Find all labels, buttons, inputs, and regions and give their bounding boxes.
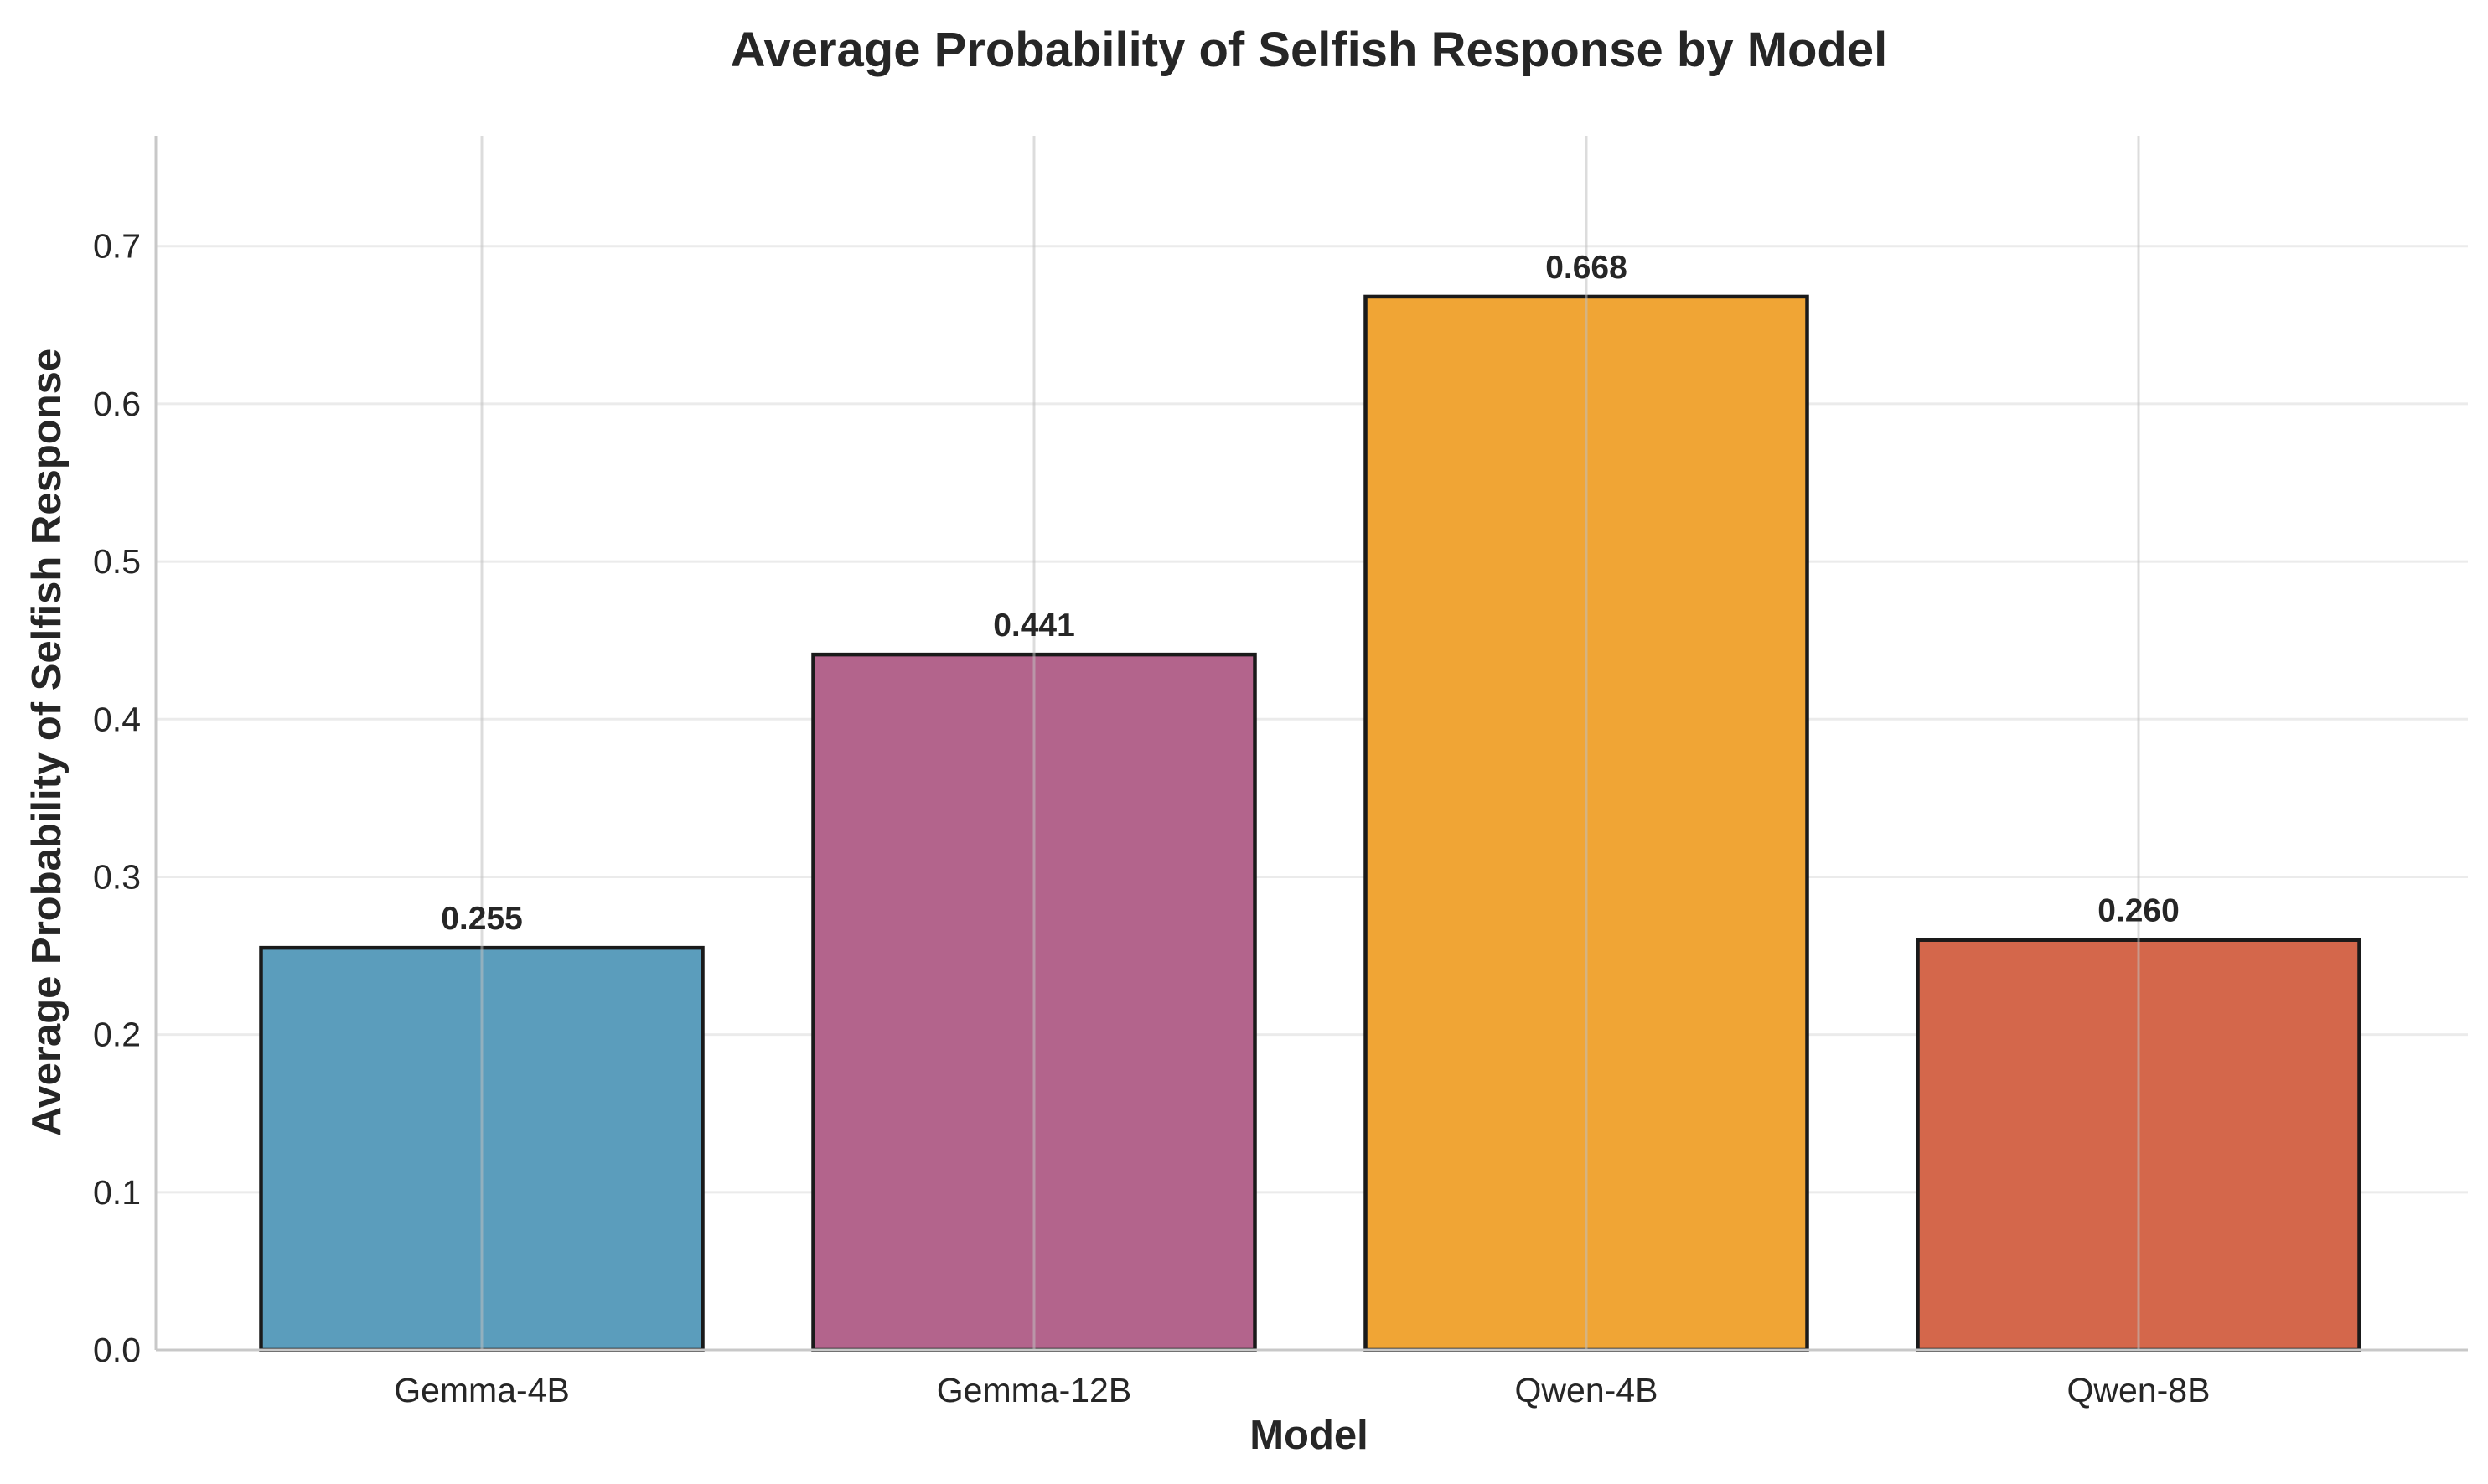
chart-title: Average Probability of Selfish Response …	[731, 23, 1888, 77]
vertical-gridlines	[480, 136, 2140, 1350]
y-tick-label: 0.1	[93, 1173, 141, 1212]
y-tick-label: 0.4	[93, 700, 141, 738]
bar-value-label: 0.668	[1545, 250, 1627, 286]
y-tick-label: 0.5	[93, 542, 141, 581]
x-tick-label: Gemma-12B	[937, 1371, 1131, 1409]
axes-layer	[154, 136, 2468, 1352]
x-tick-label: Gemma-4B	[394, 1371, 570, 1409]
y-axis-title: Average Probability of Selfish Response	[24, 349, 70, 1136]
bar-value-label: 0.441	[993, 608, 1075, 644]
y-tick-label: 0.2	[93, 1016, 141, 1054]
x-tick-label: Qwen-8B	[2067, 1371, 2211, 1409]
labels-layer: 0.0 0.1 0.2 0.3 0.4 0.5 0.6 0.7 0.255 Gemma-4B 0.4…	[93, 227, 2210, 1409]
y-tick-label: 0.6	[93, 385, 141, 423]
x-tick-label: Qwen-4B	[1515, 1371, 1658, 1409]
y-tick-label: 0.3	[93, 857, 141, 896]
y-tick-label: 0.0	[93, 1331, 141, 1369]
bar-value-label: 0.255	[441, 901, 523, 937]
x-axis-title: Model	[1249, 1413, 1368, 1458]
y-tick-label: 0.7	[93, 227, 141, 266]
bar-value-label: 0.260	[2097, 893, 2180, 929]
